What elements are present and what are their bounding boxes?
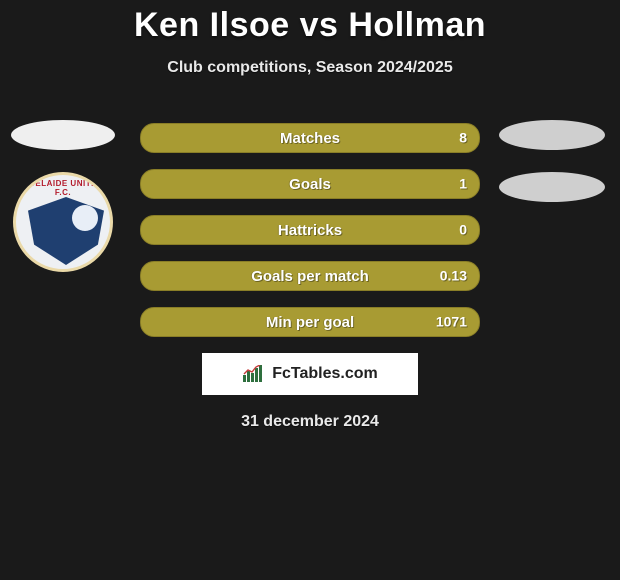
placeholder-ellipse-left [11, 120, 115, 150]
stat-bar-goals: Goals 1 [140, 169, 480, 199]
brand-text: FcTables.com [272, 365, 378, 383]
stat-value: 8 [459, 130, 467, 146]
stat-bar-hattricks: Hattricks 0 [140, 215, 480, 245]
stat-value: 0.13 [440, 268, 467, 284]
stat-label: Goals per match [251, 268, 369, 285]
right-player-col [492, 120, 612, 224]
stat-bar-goals-per-match: Goals per match 0.13 [140, 261, 480, 291]
brand-badge[interactable]: FcTables.com [202, 353, 418, 395]
stat-value: 1 [459, 176, 467, 192]
stat-label: Min per goal [266, 314, 354, 331]
stat-value: 1071 [436, 314, 467, 330]
stat-label: Goals [289, 176, 331, 193]
stat-label: Hattricks [278, 222, 342, 239]
left-player-col: ADELAIDE UNITED F.C. [8, 120, 118, 272]
page-title: Ken Ilsoe vs Hollman [0, 6, 620, 45]
placeholder-ellipse-right-2 [499, 172, 605, 202]
subtitle: Club competitions, Season 2024/2025 [0, 59, 620, 77]
date-text: 31 december 2024 [140, 413, 480, 431]
placeholder-ellipse-right-1 [499, 120, 605, 150]
club-crest-left: ADELAIDE UNITED F.C. [13, 172, 113, 272]
stat-label: Matches [280, 130, 340, 147]
stat-bar-matches: Matches 8 [140, 123, 480, 153]
comparison-card: Ken Ilsoe vs Hollman Club competitions, … [0, 0, 620, 580]
crest-shield [28, 197, 104, 265]
bar-chart-icon [242, 365, 264, 383]
crest-circle: ADELAIDE UNITED F.C. [13, 172, 113, 272]
crest-text: ADELAIDE UNITED F.C. [16, 179, 110, 197]
stat-value: 0 [459, 222, 467, 238]
stat-bar-min-per-goal: Min per goal 1071 [140, 307, 480, 337]
stat-bars: Matches 8 Goals 1 Hattricks 0 Goals per … [140, 123, 480, 431]
